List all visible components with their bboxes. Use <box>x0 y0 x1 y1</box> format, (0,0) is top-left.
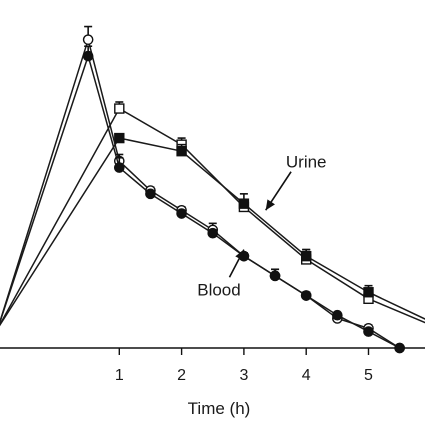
data-point <box>238 198 250 209</box>
series-urine-filled-square <box>0 132 425 327</box>
data-point <box>300 290 312 301</box>
annotation-arrowhead <box>235 249 244 261</box>
x-tick-label: 5 <box>364 367 373 384</box>
annotation-label: Urine <box>286 153 327 172</box>
x-tick-label: 4 <box>302 367 311 384</box>
data-point <box>82 50 94 62</box>
series-line <box>0 107 425 326</box>
series-line <box>0 36 401 349</box>
series-line <box>0 137 425 327</box>
x-axis-title: Time (h) <box>188 399 251 418</box>
data-point <box>176 208 187 219</box>
series-blood-filled-circle <box>0 45 405 354</box>
data-point <box>394 342 405 354</box>
x-tick-label: 2 <box>177 367 186 384</box>
annotation-label: Blood <box>197 281 240 300</box>
data-point <box>82 34 94 45</box>
data-point <box>363 287 374 298</box>
data-point <box>269 270 281 282</box>
data-point <box>332 309 343 321</box>
data-point <box>114 103 125 114</box>
data-point <box>207 227 219 239</box>
annotation-arrowhead <box>265 199 275 211</box>
data-point <box>363 326 374 337</box>
x-tick-label: 1 <box>115 367 124 384</box>
data-point <box>176 145 187 157</box>
data-point <box>301 250 312 262</box>
data-point <box>145 188 156 200</box>
series-line <box>0 53 400 349</box>
plot-area <box>0 25 425 354</box>
data-point <box>114 162 125 173</box>
annotations: Urine Blood <box>197 153 326 300</box>
x-tick-label: 3 <box>239 367 248 384</box>
series-blood-open-circle <box>0 25 405 354</box>
data-point <box>114 132 125 144</box>
x-axis: 123456 <box>0 347 425 384</box>
